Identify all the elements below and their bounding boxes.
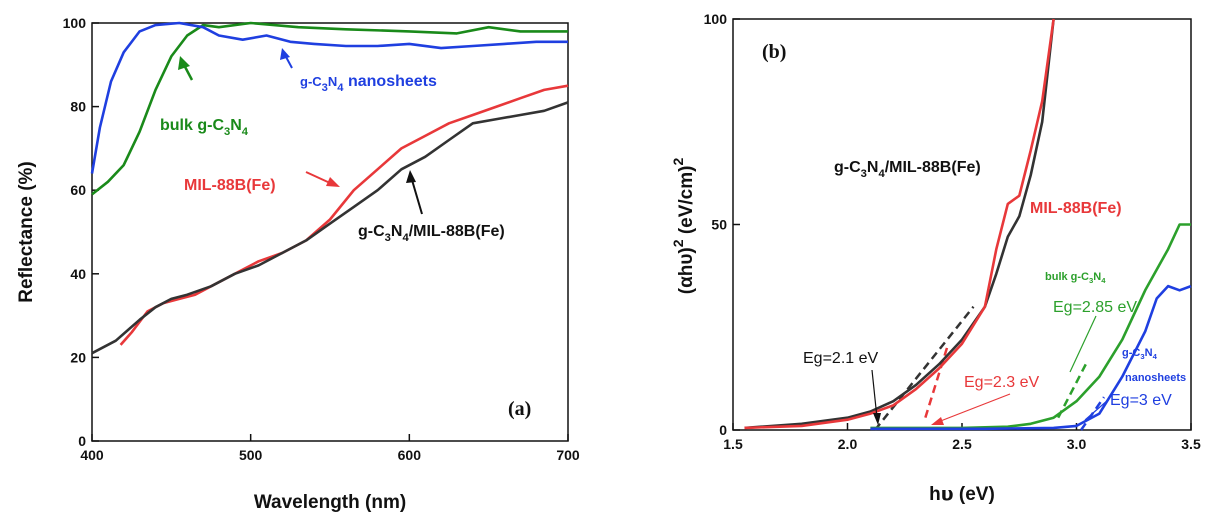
annotation-nano-a: g-C3N4 nanosheets <box>300 73 437 94</box>
panel-a: 400 500 600 700 0 20 40 60 80 100 (a) Wavelength … <box>16 15 580 512</box>
panel-b-label: (b) <box>762 41 786 63</box>
panel-a-ylabel: Reflectance (%) <box>16 161 37 303</box>
panel-a-label: (a) <box>508 398 531 420</box>
x-tick-label: 1.5 <box>723 436 743 452</box>
series-line-bulk-g-c3n4 <box>91 21 568 196</box>
x-tick-label: 500 <box>239 447 263 463</box>
eg-mil-arrowhead <box>931 417 944 425</box>
y-tick-label: 0 <box>719 422 727 438</box>
annotation-composite-b: g-C3N4/MIL-88B(Fe) <box>834 159 981 180</box>
eg-composite-arrowhead <box>873 413 881 425</box>
series-line-bulk-g-c3n4 <box>870 223 1191 430</box>
panel-a-series <box>90 21 569 355</box>
x-tick-label: 3.5 <box>1181 436 1201 452</box>
x-tick-label: 700 <box>556 447 580 463</box>
panel-a-ticks <box>91 22 569 442</box>
eg-composite: Eg=2.1 eV <box>803 350 879 367</box>
annotation-mil-a: MIL-88B(Fe) <box>184 177 276 194</box>
x-tick-label: 600 <box>398 447 422 463</box>
annotation-bulk-b: bulk g-C3N4 <box>1045 271 1106 285</box>
eg-nano: Eg=3 eV <box>1110 392 1172 409</box>
annotation-mil-b: MIL-88B(Fe) <box>1030 200 1122 217</box>
x-tick-label: 2.5 <box>952 436 972 452</box>
eg-composite-pointer <box>871 369 878 419</box>
y-tick-label: 20 <box>70 349 86 365</box>
panel-b: 1.5 2.0 2.5 3.0 3.5 0 50 100 (b) hυ (eV) (αhυ)2… <box>670 11 1201 505</box>
series-line-g-c3n4-nanosheets <box>90 21 568 174</box>
y-tick-label: 80 <box>70 99 86 115</box>
panel-b-tangents <box>874 305 1106 431</box>
arrowhead-nano-a <box>280 48 290 60</box>
panel-b-ticks <box>732 18 1192 431</box>
panel-b-xlabel: hυ (eV) <box>929 483 995 505</box>
panel-b-ticklabels: 1.5 2.0 2.5 3.0 3.5 0 50 100 <box>704 11 1201 452</box>
y-tick-label: 40 <box>70 266 86 282</box>
annotation-bulk-a: bulk g-C3N4 <box>160 117 249 138</box>
panel-a-frame <box>91 22 569 442</box>
eg-mil-pointer <box>937 393 1011 423</box>
y-tick-label: 60 <box>70 182 86 198</box>
series-line-g-c3n4-nanosheets <box>870 284 1192 431</box>
arrowhead-bulk-a <box>178 56 190 70</box>
panel-a-xlabel: Wavelength (nm) <box>254 492 406 512</box>
series-line-mil-88b-fe- <box>119 84 569 346</box>
x-tick-label: 2.0 <box>838 436 858 452</box>
eg-bulk: Eg=2.85 eV <box>1053 299 1137 316</box>
eg-mil: Eg=2.3 eV <box>964 374 1040 391</box>
arrow-composite-a <box>411 179 423 215</box>
panel-a-ticklabels: 400 500 600 700 0 20 40 60 80 100 <box>63 15 580 463</box>
panel-b-frame <box>732 18 1192 431</box>
annotation-nano-b-2: nanosheets <box>1125 372 1186 384</box>
arrow-mil-a <box>305 171 331 184</box>
eg-nano-pointer <box>1084 399 1109 421</box>
arrowhead-mil-a <box>326 177 340 187</box>
annotation-composite-a: g-C3N4/MIL-88B(Fe) <box>358 223 505 244</box>
series-line-g-c3n4-mil-88b-fe- <box>744 18 1055 430</box>
series-line-mil-88b-fe- <box>744 18 1055 430</box>
arrowhead-composite-a <box>406 170 416 183</box>
tangent-line <box>1057 359 1090 419</box>
tangent-line <box>874 305 975 431</box>
annotation-nano-b: g-C3N4 <box>1122 347 1158 361</box>
tangent-line <box>924 343 950 419</box>
eg-bulk-pointer <box>1069 315 1097 373</box>
panel-b-series <box>744 18 1192 431</box>
y-tick-label: 50 <box>711 217 727 233</box>
y-tick-label: 100 <box>704 11 728 27</box>
y-tick-label: 0 <box>78 433 86 449</box>
x-tick-label: 3.0 <box>1067 436 1087 452</box>
x-tick-label: 400 <box>80 447 104 463</box>
series-line-g-c3n4-mil-88b-fe- <box>91 101 569 355</box>
panel-b-ylabel: (αhυ)2 (eV/cm)2 <box>670 158 697 295</box>
y-tick-label: 100 <box>63 15 87 31</box>
